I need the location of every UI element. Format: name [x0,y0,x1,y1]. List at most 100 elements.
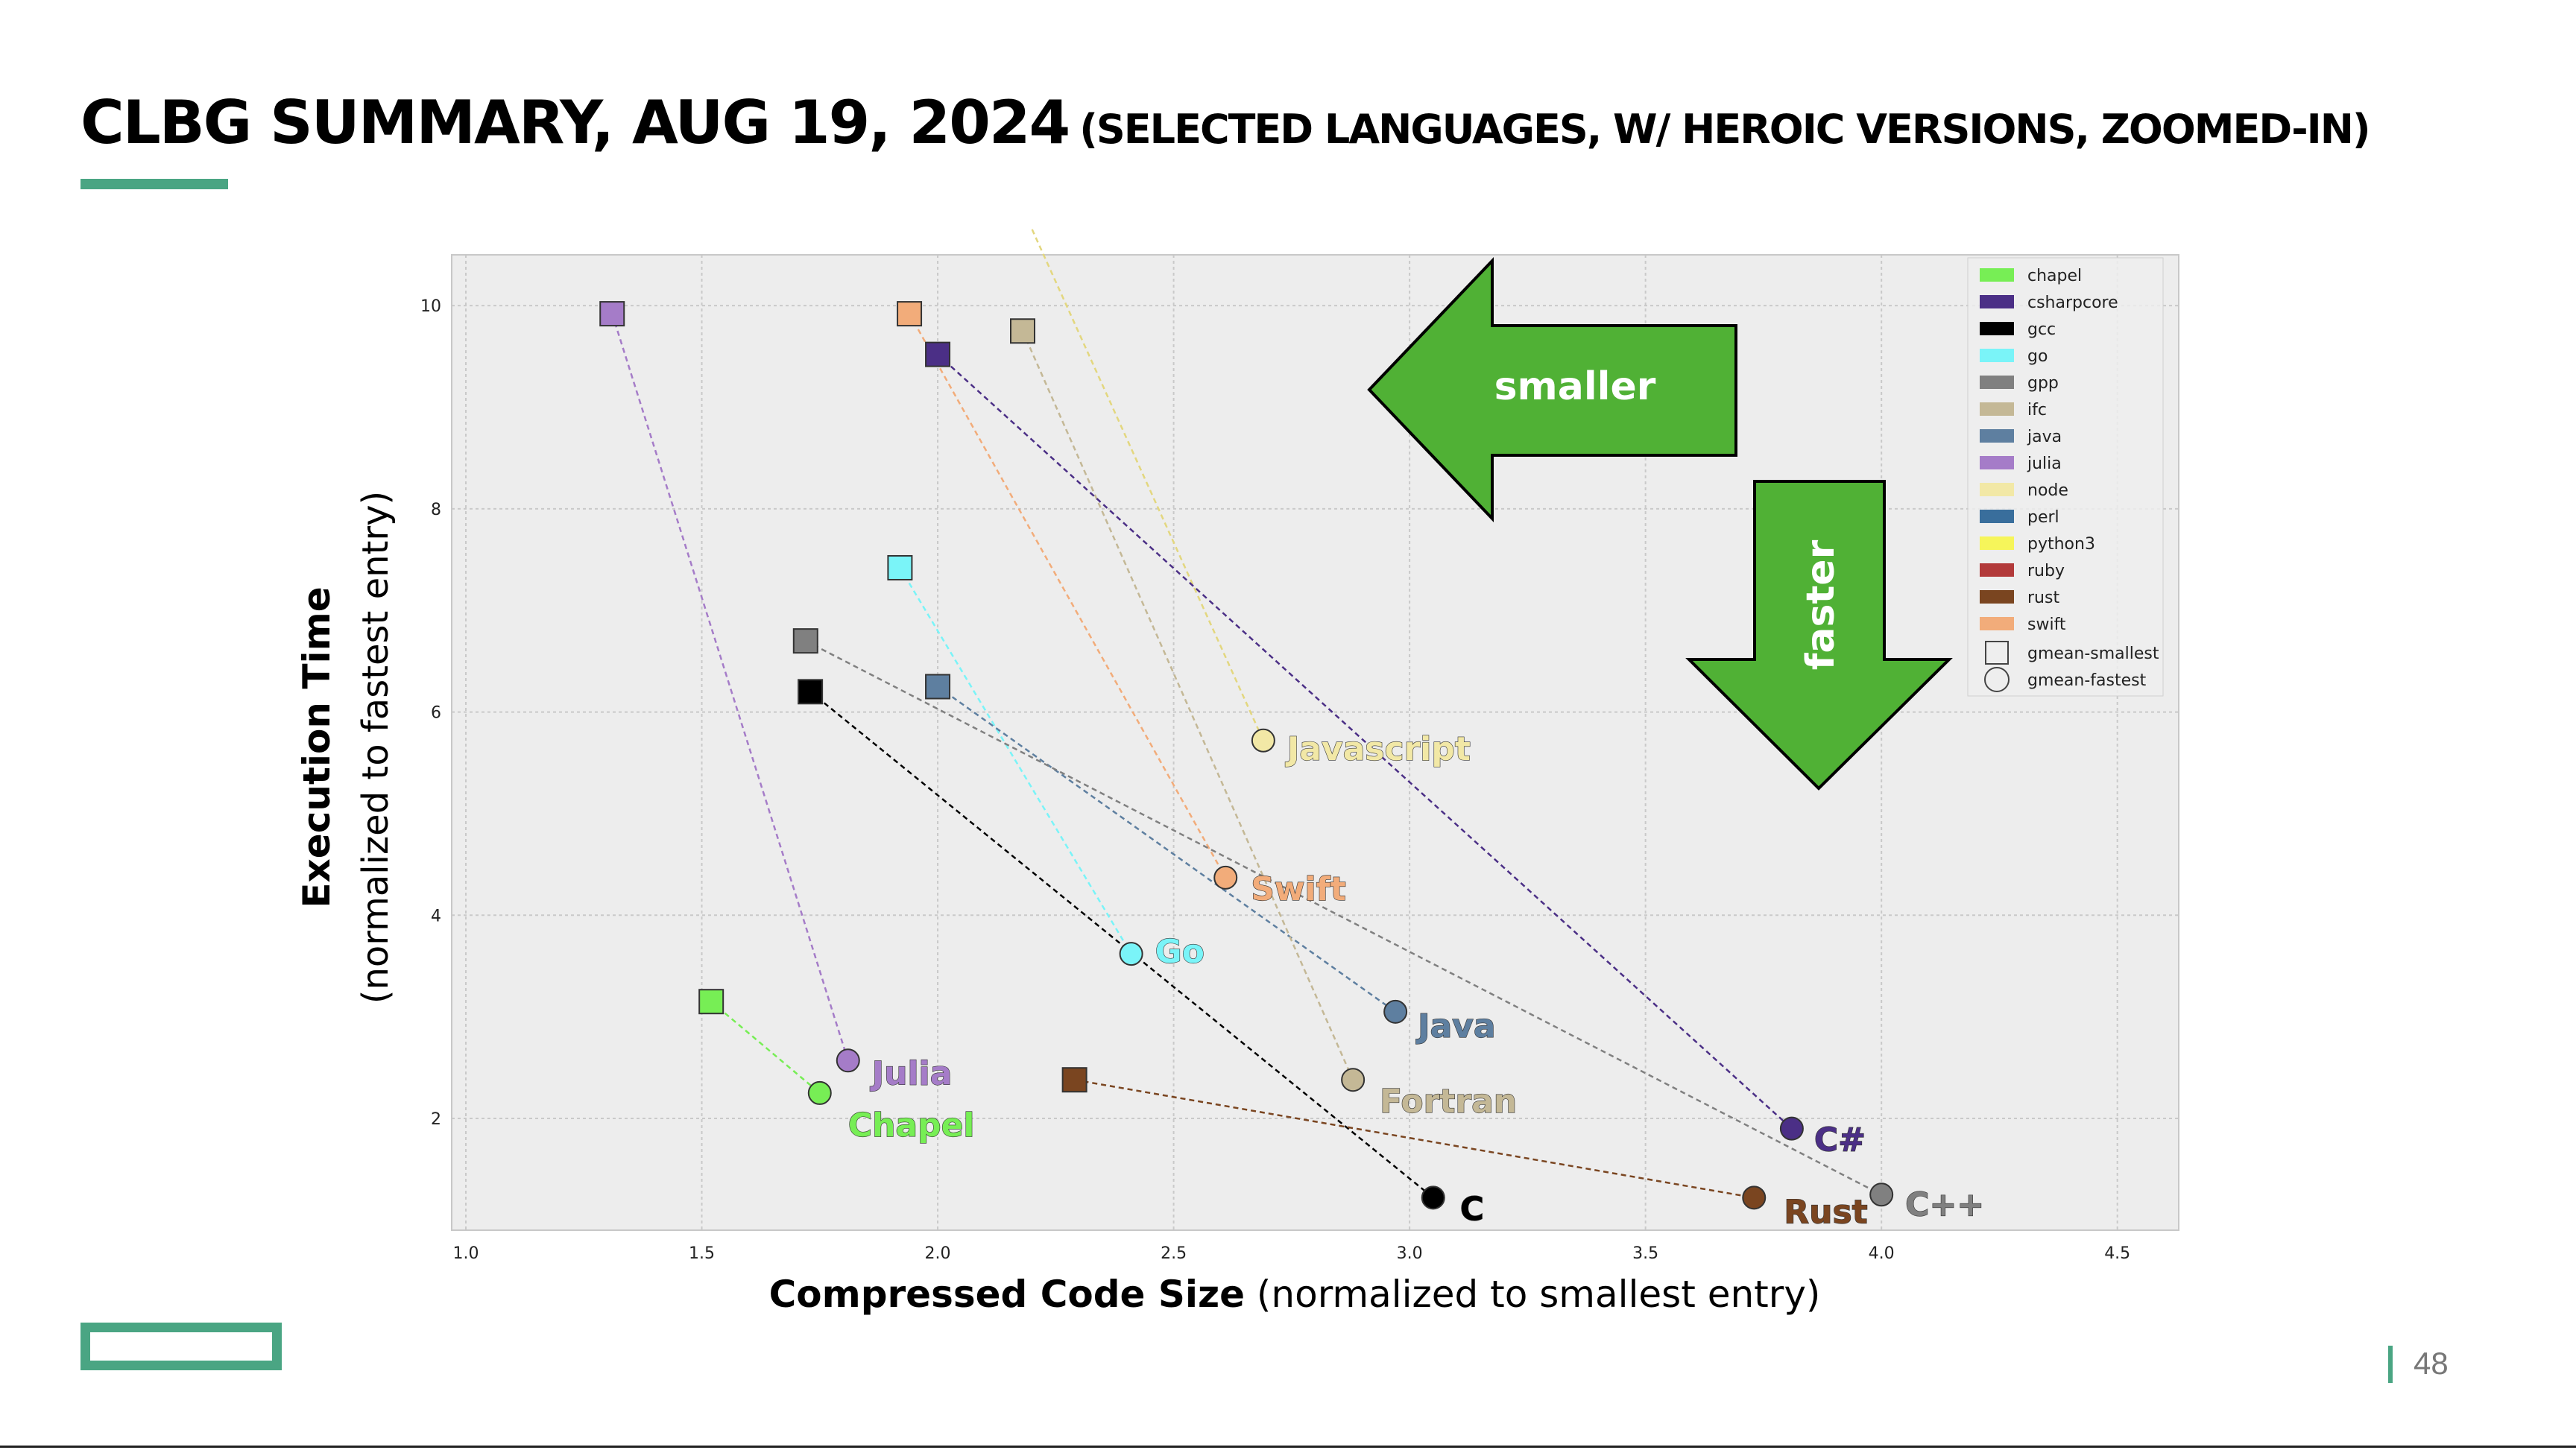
connector-go [899,567,1132,954]
point-label-java: Java [1415,1007,1495,1045]
fastest-marker-rust [1742,1185,1767,1210]
legend-swatch-java [1980,429,2014,443]
legend-label-go: go [2027,347,2048,366]
y-axis-subtitle: (normalized to fastest entry) [355,491,397,1004]
legend-label-rust: rust [2027,589,2059,607]
legend-label-java: java [2027,428,2062,446]
point-labels: Chapel Julia Go Swift Javascript C Java Fortran… [847,729,1985,1232]
legend-label-gpp: gpp [2027,374,2059,393]
y-axis-title: Execution Time [295,586,338,908]
legend-swatch-go [1980,349,2014,362]
legend-swatch-gcc [1980,322,2014,335]
y-tick-label: 4 [431,907,441,925]
x-tick-label: 2.5 [1161,1244,1187,1263]
point-label-swift: Swift [1251,870,1346,908]
point-label-gcc: C [1460,1190,1484,1228]
legend-swatch-swift [1980,617,2014,630]
axis-ticks: 1.0 1.5 2.0 2.5 3.0 3.5 4.0 4.5 2 4 6 8 10 [420,297,2130,1263]
y-tick-label: 2 [431,1110,441,1129]
legend-swatch-ifc [1980,402,2014,416]
x-tick-label: 4.5 [2104,1244,2130,1263]
point-label-ifc: Fortran [1380,1083,1517,1121]
fastest-marker-gpp [1869,1183,1894,1207]
fastest-marker-gcc [1421,1185,1445,1210]
legend-label-gmean-fastest: gmean-fastest [2027,671,2147,690]
title-main: CLBG SUMMARY, AUG 19, 2024 [80,88,1070,157]
point-label-go: Go [1155,933,1205,971]
legend-label-julia: julia [2027,455,2062,473]
smaller-arrow-label: smaller [1494,364,1656,409]
fastest-marker-go [1119,942,1143,966]
fastest-marker-node [1251,728,1275,753]
legend-swatch-gmean-fastest [1984,667,2010,692]
x-axis-title-rest: (normalized to smallest entry) [1245,1273,1820,1316]
x-axis-title-bold: Compressed Code Size [769,1273,1245,1316]
legend-label-ruby: ruby [2027,562,2065,580]
connector-java [937,686,1396,1013]
point-label-gpp: C++ [1905,1185,1984,1223]
legend-label-swift: swift [2027,615,2066,634]
legend-swatch-csharpcore [1980,295,2014,308]
bottom-rule [0,1446,2576,1448]
connector-swift [908,313,1227,878]
connector-chapel [710,1001,821,1094]
x-axis-title: Compressed Code Size (normalized to smal… [769,1273,1821,1316]
legend-swatch-chapel [1980,268,2014,282]
fastest-marker-julia [836,1048,860,1073]
plot-area [451,254,2179,1231]
x-tick-label: 4.0 [1869,1244,1895,1263]
smaller-arrow: smaller [1367,257,1737,522]
legend-swatch-rust [1980,590,2014,604]
connector-csharpcore [937,353,1793,1130]
point-label-rust: Rust [1784,1193,1867,1231]
x-tick-label: 3.0 [1397,1244,1423,1263]
title-sub: (SELECTED LANGUAGES, W/ HEROIC VERSIONS,… [1079,106,2370,153]
smallest-marker-gpp [792,628,818,654]
logo-mark [80,1323,282,1370]
legend-swatch-gpp [1980,376,2014,389]
fastest-marker-swift [1213,865,1238,890]
legend-swatch-python3 [1980,536,2014,550]
point-label-csharpcore: C# [1814,1121,1866,1159]
fastest-marker-ifc [1341,1068,1366,1092]
connector-lines [611,229,1882,1199]
y-tick-label: 10 [420,297,441,316]
smallest-marker-swift [897,301,923,327]
legend-swatch-julia [1980,456,2014,469]
legend-label-chapel: chapel [2027,267,2082,285]
connector-rust [1074,1078,1755,1199]
smallest-marker-julia [599,301,625,327]
legend-swatch-gmean-smallest [1985,641,2009,665]
fastest-marker-java [1383,999,1408,1024]
connector-node [1031,229,1265,741]
legend: chapel csharpcore gcc go gpp ifc java julia node… [1967,257,2164,697]
faster-arrow-label: faster [1799,539,1843,670]
x-tick-label: 2.0 [925,1244,951,1263]
smallest-marker-ifc [1010,318,1036,344]
fastest-marker-csharpcore [1779,1116,1804,1141]
page-number-bar [2388,1346,2393,1383]
smallest-marker-go [887,554,913,580]
smallest-marker-csharpcore [925,341,951,367]
connector-ifc [1021,330,1354,1080]
slide-title: CLBG SUMMARY, AUG 19, 2024 (SELECTED LANG… [80,88,2371,157]
legend-label-csharpcore: csharpcore [2027,294,2118,312]
legend-label-perl: perl [2027,508,2059,527]
legend-label-gcc: gcc [2027,320,2056,339]
smallest-marker-gcc [798,679,824,705]
title-underline [80,179,228,189]
legend-label-ifc: ifc [2027,401,2047,420]
data-markers [599,301,1894,1210]
x-tick-label: 1.5 [689,1244,715,1263]
legend-swatch-perl [1980,510,2014,523]
point-label-chapel: Chapel [848,1107,975,1145]
y-tick-label: 6 [431,704,441,723]
legend-label-python3: python3 [2027,535,2095,554]
fastest-marker-chapel [807,1080,832,1105]
smallest-marker-chapel [698,989,724,1015]
smallest-marker-java [925,674,951,700]
y-tick-label: 8 [431,501,441,519]
page-number: 48 [2414,1346,2449,1381]
smallest-marker-rust [1061,1067,1087,1093]
